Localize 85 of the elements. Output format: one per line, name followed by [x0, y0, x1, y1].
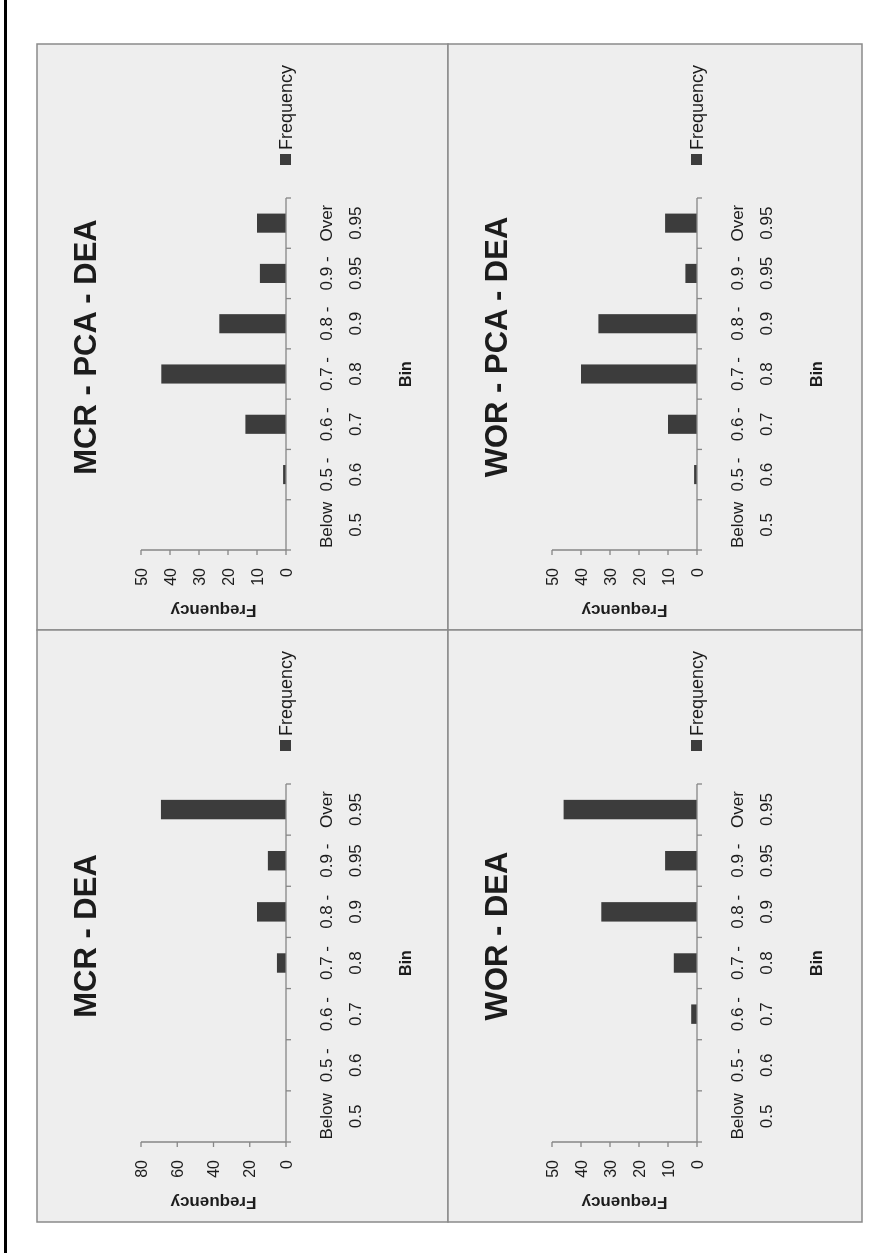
bar [245, 414, 286, 434]
x-tick-label: 0 [688, 567, 706, 577]
y-tick-label: 0.8 - 0.9 [728, 306, 776, 341]
y-tick-label: 0.9 - 0.95 [317, 843, 365, 878]
x-tick-label: 40 [161, 567, 179, 586]
x-tick-label: 20 [241, 1159, 259, 1178]
y-tick-label: 0.6 - 0.7 [728, 997, 776, 1032]
x-tick-label: 50 [543, 567, 561, 586]
x-tick-label: 10 [659, 1159, 677, 1178]
bar [673, 953, 697, 973]
y-axis-title: Bin [807, 950, 825, 976]
bar [257, 902, 286, 922]
bar [563, 799, 697, 820]
text: WOR - DEA [478, 851, 514, 1021]
x-tick-label: 30 [190, 567, 208, 586]
text: Frequency [275, 650, 296, 736]
y-tick-label: Over 0.95 [317, 790, 365, 828]
x-tick-label: 60 [168, 1159, 186, 1178]
x-tick-label: 30 [601, 1159, 619, 1178]
y-tick-label: 0.5 - 0.6 [317, 1048, 365, 1083]
x-axis-title: Frequency [169, 601, 257, 621]
x-tick-label: 0 [688, 1159, 706, 1169]
x-axis-title: Frequency [580, 601, 668, 621]
y-axis-title: Bin [807, 361, 825, 387]
x-tick-label: 80 [132, 1159, 150, 1178]
y-tick-label: Below 0.5 [728, 1092, 776, 1140]
bar [601, 902, 697, 922]
y-tick-label: 0.5 - 0.6 [728, 457, 776, 492]
bar [665, 213, 697, 233]
y-tick-label: 0.6 - 0.7 [728, 407, 776, 442]
x-tick-label: 40 [572, 567, 590, 586]
bar [276, 953, 286, 973]
x-tick-label: 20 [630, 567, 648, 586]
bar [685, 263, 697, 283]
y-axis-title: Bin [396, 361, 414, 387]
x-tick-label: 10 [659, 567, 677, 586]
y-tick-label: 0.8 - 0.9 [728, 894, 776, 929]
bar [219, 314, 286, 334]
y-tick-label: Over 0.95 [728, 790, 776, 828]
text: MCR - DEA [67, 854, 103, 1018]
bar [581, 364, 697, 384]
y-tick-label: 0.9 - 0.95 [728, 256, 776, 291]
bar [257, 213, 286, 233]
y-tick-label: Below 0.5 [317, 1092, 365, 1140]
x-tick-label: 40 [572, 1159, 590, 1178]
y-tick-label: 0.5 - 0.6 [728, 1048, 776, 1083]
y-tick-label: 0.5 - 0.6 [317, 457, 365, 492]
bar [161, 364, 286, 384]
y-tick-label: Below 0.5 [728, 500, 776, 549]
bar [668, 414, 697, 434]
y-tick-label: 0.6 - 0.7 [317, 407, 365, 442]
x-tick-label: 20 [630, 1159, 648, 1178]
x-tick-label: 20 [219, 567, 237, 586]
y-tick-label: 0.9 - 0.95 [317, 256, 365, 291]
bar [665, 851, 697, 871]
text: Frequency [686, 650, 707, 736]
x-axis-title: Frequency [580, 1193, 668, 1213]
bar [160, 799, 286, 820]
y-tick-label: 0.6 - 0.7 [317, 997, 365, 1032]
y-tick-label: 0.8 - 0.9 [317, 894, 365, 929]
text: MCR - PCA - DEA [67, 219, 103, 475]
y-tick-label: Over 0.95 [728, 204, 776, 242]
y-tick-label: 0.9 - 0.95 [728, 843, 776, 878]
bar [259, 263, 286, 283]
x-tick-label: 50 [132, 567, 150, 586]
bar [598, 314, 697, 334]
y-tick-label: 0.8 - 0.9 [317, 306, 365, 341]
text: Frequency [686, 64, 707, 150]
x-axis-title: Frequency [169, 1193, 257, 1213]
x-tick-label: 0 [277, 1159, 295, 1169]
x-tick-label: 10 [248, 567, 266, 586]
y-tick-label: 0.7 - 0.8 [728, 356, 776, 392]
y-tick-label: Over 0.95 [317, 204, 365, 242]
y-tick-label: Below 0.5 [317, 500, 365, 549]
x-tick-label: 50 [543, 1159, 561, 1178]
text: WOR - PCA - DEA [478, 216, 514, 478]
y-tick-label: 0.7 - 0.8 [317, 945, 365, 981]
x-tick-label: 40 [205, 1159, 223, 1178]
text: Frequency [275, 64, 296, 150]
x-tick-label: 30 [601, 567, 619, 586]
y-tick-label: 0.7 - 0.8 [728, 945, 776, 981]
x-tick-label: 0 [277, 567, 295, 577]
y-tick-label: 0.7 - 0.8 [317, 356, 365, 392]
y-axis-title: Bin [396, 950, 414, 976]
bar [267, 851, 286, 871]
